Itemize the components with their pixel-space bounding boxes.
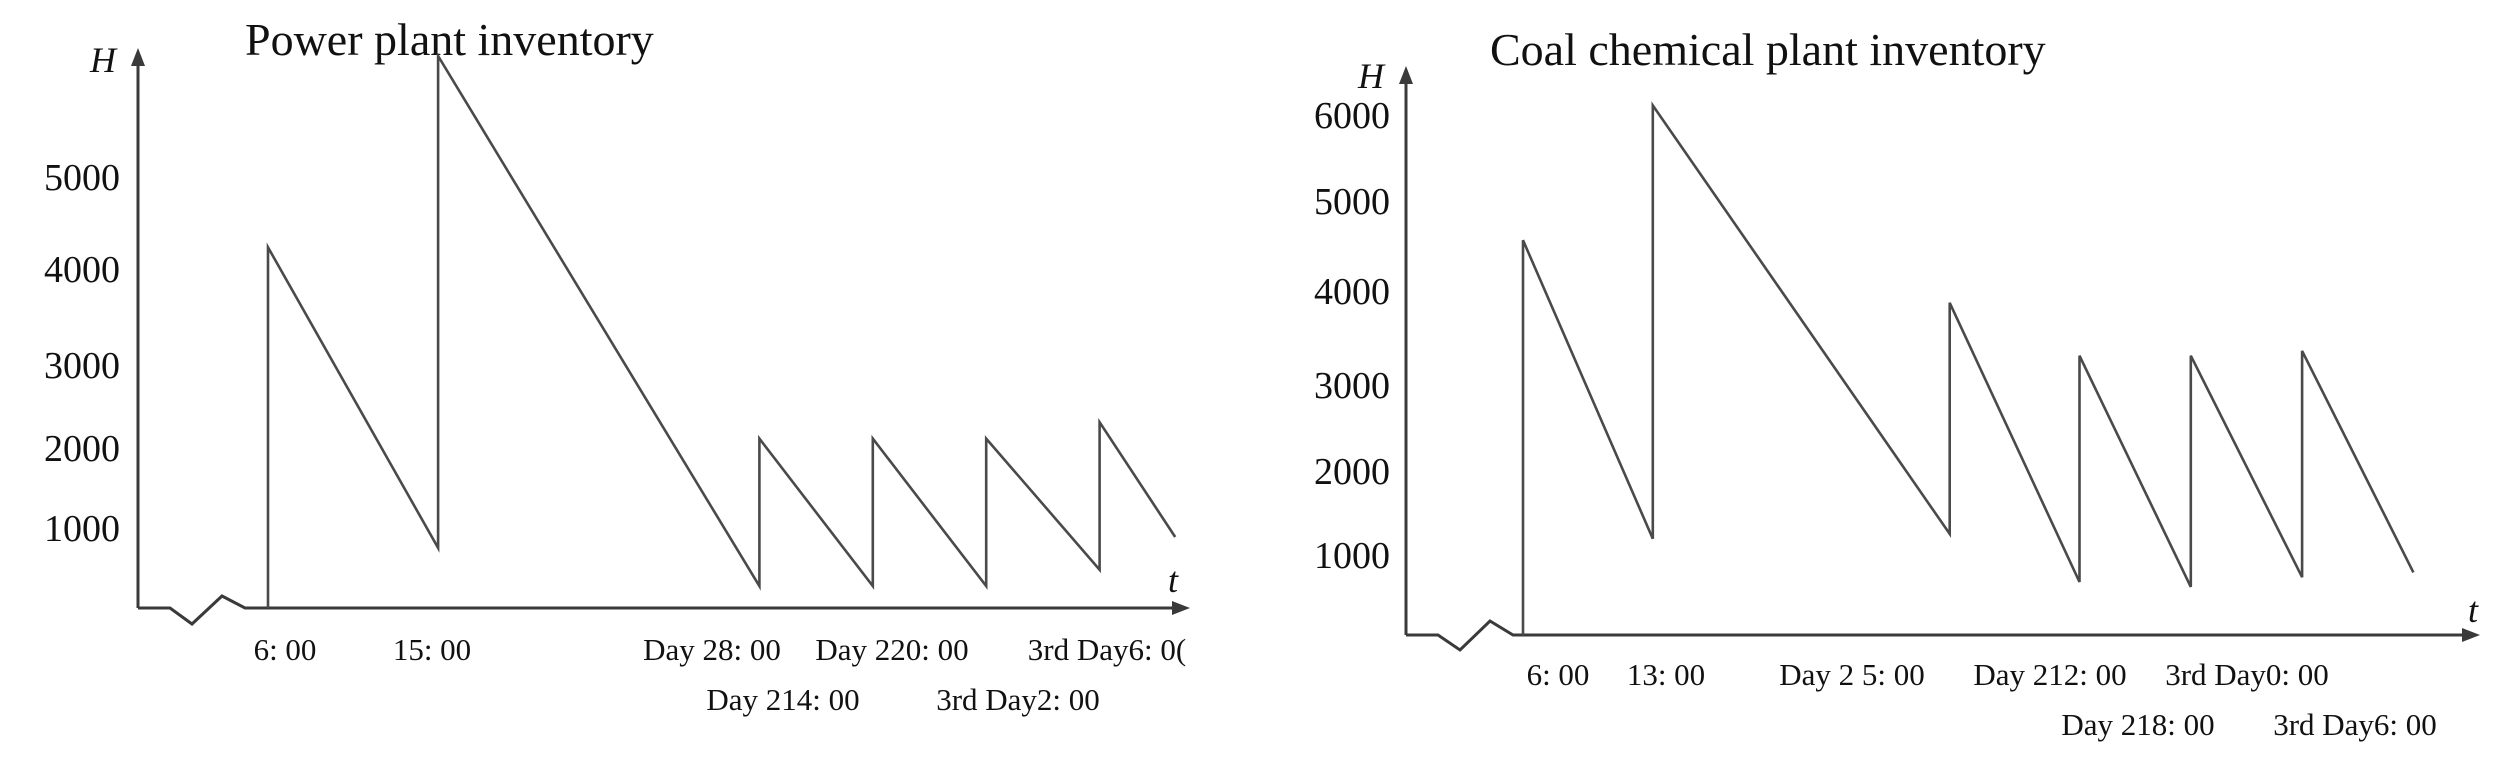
y-tick-label: 3000 — [44, 345, 120, 387]
x-tick-label: 3rd Day6: 00 — [2273, 707, 2437, 742]
y-axis-label: H — [89, 40, 118, 80]
y-tick-label: 6000 — [1314, 95, 1390, 137]
x-tick-label: Day 214: 00 — [706, 682, 859, 717]
inventory-line — [266, 51, 1177, 608]
coal-chemical-plant-chart: Coal chemical plant inventory H t 1000 2… — [1314, 24, 2480, 742]
x-axis-arrow — [1172, 601, 1190, 615]
chart-title: Power plant inventory — [245, 14, 654, 65]
y-axis-label: H — [1357, 56, 1386, 96]
y-tick-label: 1000 — [1314, 535, 1390, 577]
chart-title: Coal chemical plant inventory — [1490, 24, 2046, 75]
y-tick-label: 1000 — [44, 508, 120, 550]
x-axis-label: t — [1168, 560, 1179, 600]
x-tick-label: 6: 00 — [254, 632, 317, 667]
y-tick-label: 5000 — [44, 157, 120, 199]
y-axis-arrow — [131, 48, 145, 66]
x-tick-label: 3rd Day6: 0( — [1028, 632, 1186, 667]
x-tick-label: Day 212: 00 — [1973, 657, 2126, 692]
y-tick-label: 2000 — [44, 428, 120, 470]
y-tick-label: 5000 — [1314, 181, 1390, 223]
x-tick-label: Day 218: 00 — [2061, 707, 2214, 742]
axis-break — [1406, 619, 1535, 652]
y-tick-label: 2000 — [1314, 451, 1390, 493]
x-tick-label: Day 28: 00 — [643, 632, 781, 667]
x-tick-label: 13: 00 — [1627, 657, 1705, 692]
x-tick-label: 3rd Day2: 00 — [936, 682, 1100, 717]
x-axis-label: t — [2468, 590, 2479, 630]
x-tick-label: 3rd Day0: 00 — [2165, 657, 2329, 692]
x-tick-label: Day 2 5: 00 — [1779, 657, 1925, 692]
x-tick-label: 15: 00 — [393, 632, 471, 667]
x-axis-arrow — [2462, 628, 2480, 642]
y-tick-label: 4000 — [44, 249, 120, 291]
y-tick-label: 3000 — [1314, 365, 1390, 407]
y-tick-label: 4000 — [1314, 271, 1390, 313]
axis-break — [138, 594, 265, 626]
inventory-line — [1521, 101, 2415, 635]
x-tick-label: Day 220: 00 — [815, 632, 968, 667]
power-plant-chart: Power plant inventory H t 1000 2000 3000… — [44, 14, 1190, 717]
y-axis-arrow — [1399, 66, 1413, 84]
x-tick-label: 6: 00 — [1527, 657, 1590, 692]
